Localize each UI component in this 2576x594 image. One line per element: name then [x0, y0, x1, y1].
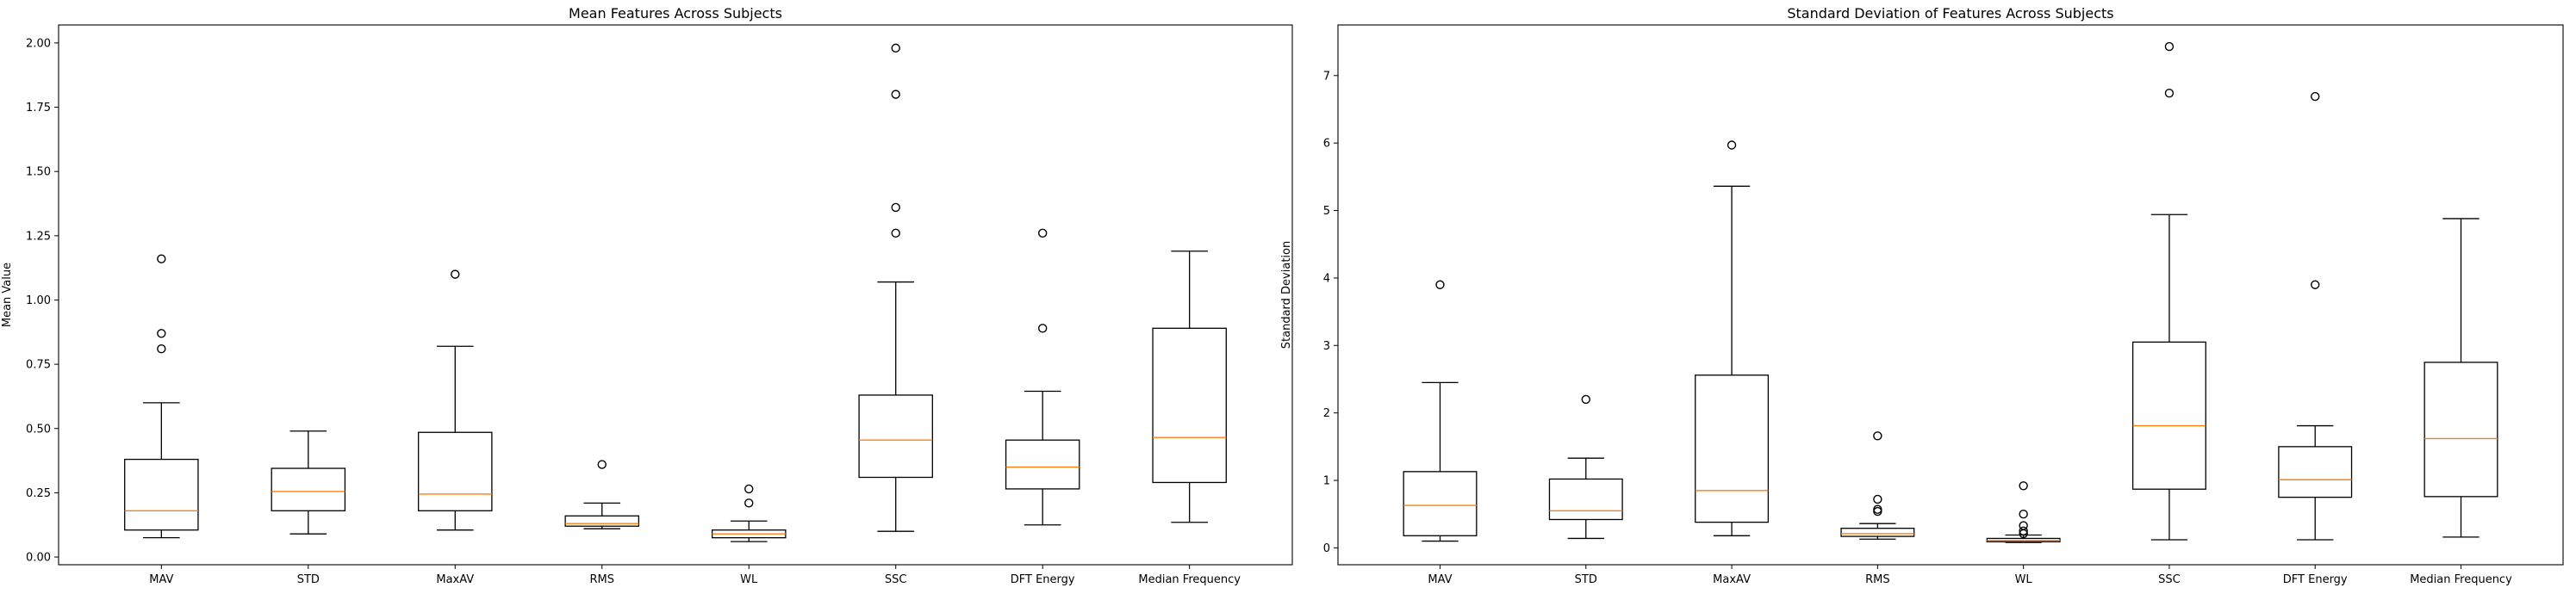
box-iqr: [1695, 374, 1770, 523]
y-tick-label: 4: [1323, 272, 1330, 285]
y-tick-label: 0.75: [26, 359, 51, 372]
y-tick-label: 2.00: [26, 37, 51, 50]
y-tick-label: 0.50: [26, 423, 51, 436]
outlier-point: [1727, 140, 1737, 150]
x-tick-label: DFT Energy: [2283, 573, 2348, 586]
y-tick-label: 7: [1323, 70, 1330, 83]
outlier-point: [2019, 521, 2028, 530]
box-iqr: [858, 394, 933, 479]
box-iqr: [124, 458, 199, 531]
x-tick-label: SSC: [885, 573, 907, 586]
y-tick-label: 0: [1323, 542, 1330, 555]
x-ticks: MAV STD MaxAV RMS WL SSC DFT Energy Median Freq…: [149, 565, 1241, 586]
outlier-point: [2019, 510, 2028, 519]
mean-features-chart: Mean Features Across Subjects Mean Value…: [1, 5, 1293, 586]
outlier-point: [891, 90, 900, 99]
outlier-point: [891, 228, 900, 238]
y-axis-label: Mean Value: [1, 263, 14, 327]
y-tick-label: 6: [1323, 138, 1330, 151]
outlier-point: [1037, 228, 1048, 238]
outlier-point: [157, 344, 166, 354]
outlier-point: [2164, 41, 2175, 52]
outlier-point: [157, 254, 166, 263]
outlier-point: [1873, 494, 1882, 504]
box-iqr: [418, 431, 493, 511]
x-tick-label: MAV: [1428, 573, 1452, 586]
x-tick-label: RMS: [1865, 573, 1890, 586]
x-tick-label: STD: [297, 573, 320, 586]
y-tick-label: 1.25: [26, 230, 51, 243]
x-tick-label: Median Frequency: [2410, 573, 2512, 586]
y-tick-label: 0.25: [26, 487, 51, 500]
outlier-point: [744, 484, 754, 494]
outlier-point: [451, 269, 460, 279]
x-tick-label: WL: [740, 573, 758, 586]
x-tick-label: Median Frequency: [1138, 573, 1241, 586]
std-features-chart: Standard Deviation of Features Across Su…: [1280, 5, 2564, 586]
y-tick-label: 1.50: [26, 166, 51, 179]
outlier-point: [2019, 481, 2028, 491]
x-tick-label: WL: [2015, 573, 2033, 586]
outlier-point: [1873, 431, 1882, 441]
box-iqr: [1403, 471, 1478, 536]
outlier-point: [157, 329, 166, 338]
y-axis-label: Standard Deviation: [1280, 241, 1293, 349]
y-tick-label: 1.75: [26, 102, 51, 114]
outlier-point: [1435, 280, 1445, 289]
box-iqr: [271, 467, 346, 511]
y-tick-label: 0.00: [26, 552, 51, 565]
y-tick-label: 2: [1323, 407, 1330, 420]
outlier-point: [2311, 91, 2320, 102]
box-iqr: [2278, 446, 2353, 498]
plot-frame: [1337, 24, 2564, 566]
box-iqr: [2131, 341, 2206, 490]
outlier-point: [744, 498, 754, 508]
box-iqr: [1005, 439, 1080, 490]
box-series: [1403, 41, 2498, 543]
chart-title: Standard Deviation of Features Across Su…: [1787, 5, 2113, 22]
x-tick-label: MaxAV: [1713, 573, 1751, 586]
x-tick-label: DFT Energy: [1011, 573, 1075, 586]
x-ticks: MAV STD MaxAV RMS WL SSC DFT Energy Median Freq…: [1428, 565, 2512, 586]
x-tick-label: MaxAV: [436, 573, 474, 586]
box-iqr: [1548, 478, 1623, 521]
outlier-point: [597, 460, 607, 469]
outlier-point: [891, 202, 900, 213]
y-tick-label: 5: [1323, 205, 1330, 218]
outlier-point: [1581, 394, 1590, 405]
y-ticks: 0 1 2 3 4 5 6 7: [1323, 70, 1338, 555]
x-tick-label: STD: [1575, 573, 1597, 586]
outlier-point: [2164, 88, 2175, 98]
plot-frame: [58, 24, 1293, 566]
box-iqr: [1840, 528, 1915, 537]
box-iqr: [2424, 362, 2498, 498]
x-tick-label: MAV: [149, 573, 173, 586]
y-ticks: 0.00 0.25 0.50 0.75 1.00 1.25 1.50 1.75 2.00: [26, 37, 59, 565]
y-tick-label: 1: [1323, 475, 1330, 488]
outlier-point: [891, 43, 900, 53]
y-tick-label: 3: [1323, 340, 1330, 353]
box-iqr: [1152, 327, 1227, 484]
box-series: [124, 43, 1227, 542]
box-iqr: [564, 515, 640, 527]
y-tick-label: 1.00: [26, 294, 51, 307]
outlier-point: [1037, 324, 1048, 333]
outlier-point: [1873, 504, 1882, 514]
chart-title: Mean Features Across Subjects: [569, 5, 782, 22]
x-tick-label: RMS: [590, 573, 615, 586]
outlier-point: [2019, 526, 2028, 536]
outlier-point: [2311, 280, 2320, 289]
x-tick-label: SSC: [2158, 573, 2181, 586]
